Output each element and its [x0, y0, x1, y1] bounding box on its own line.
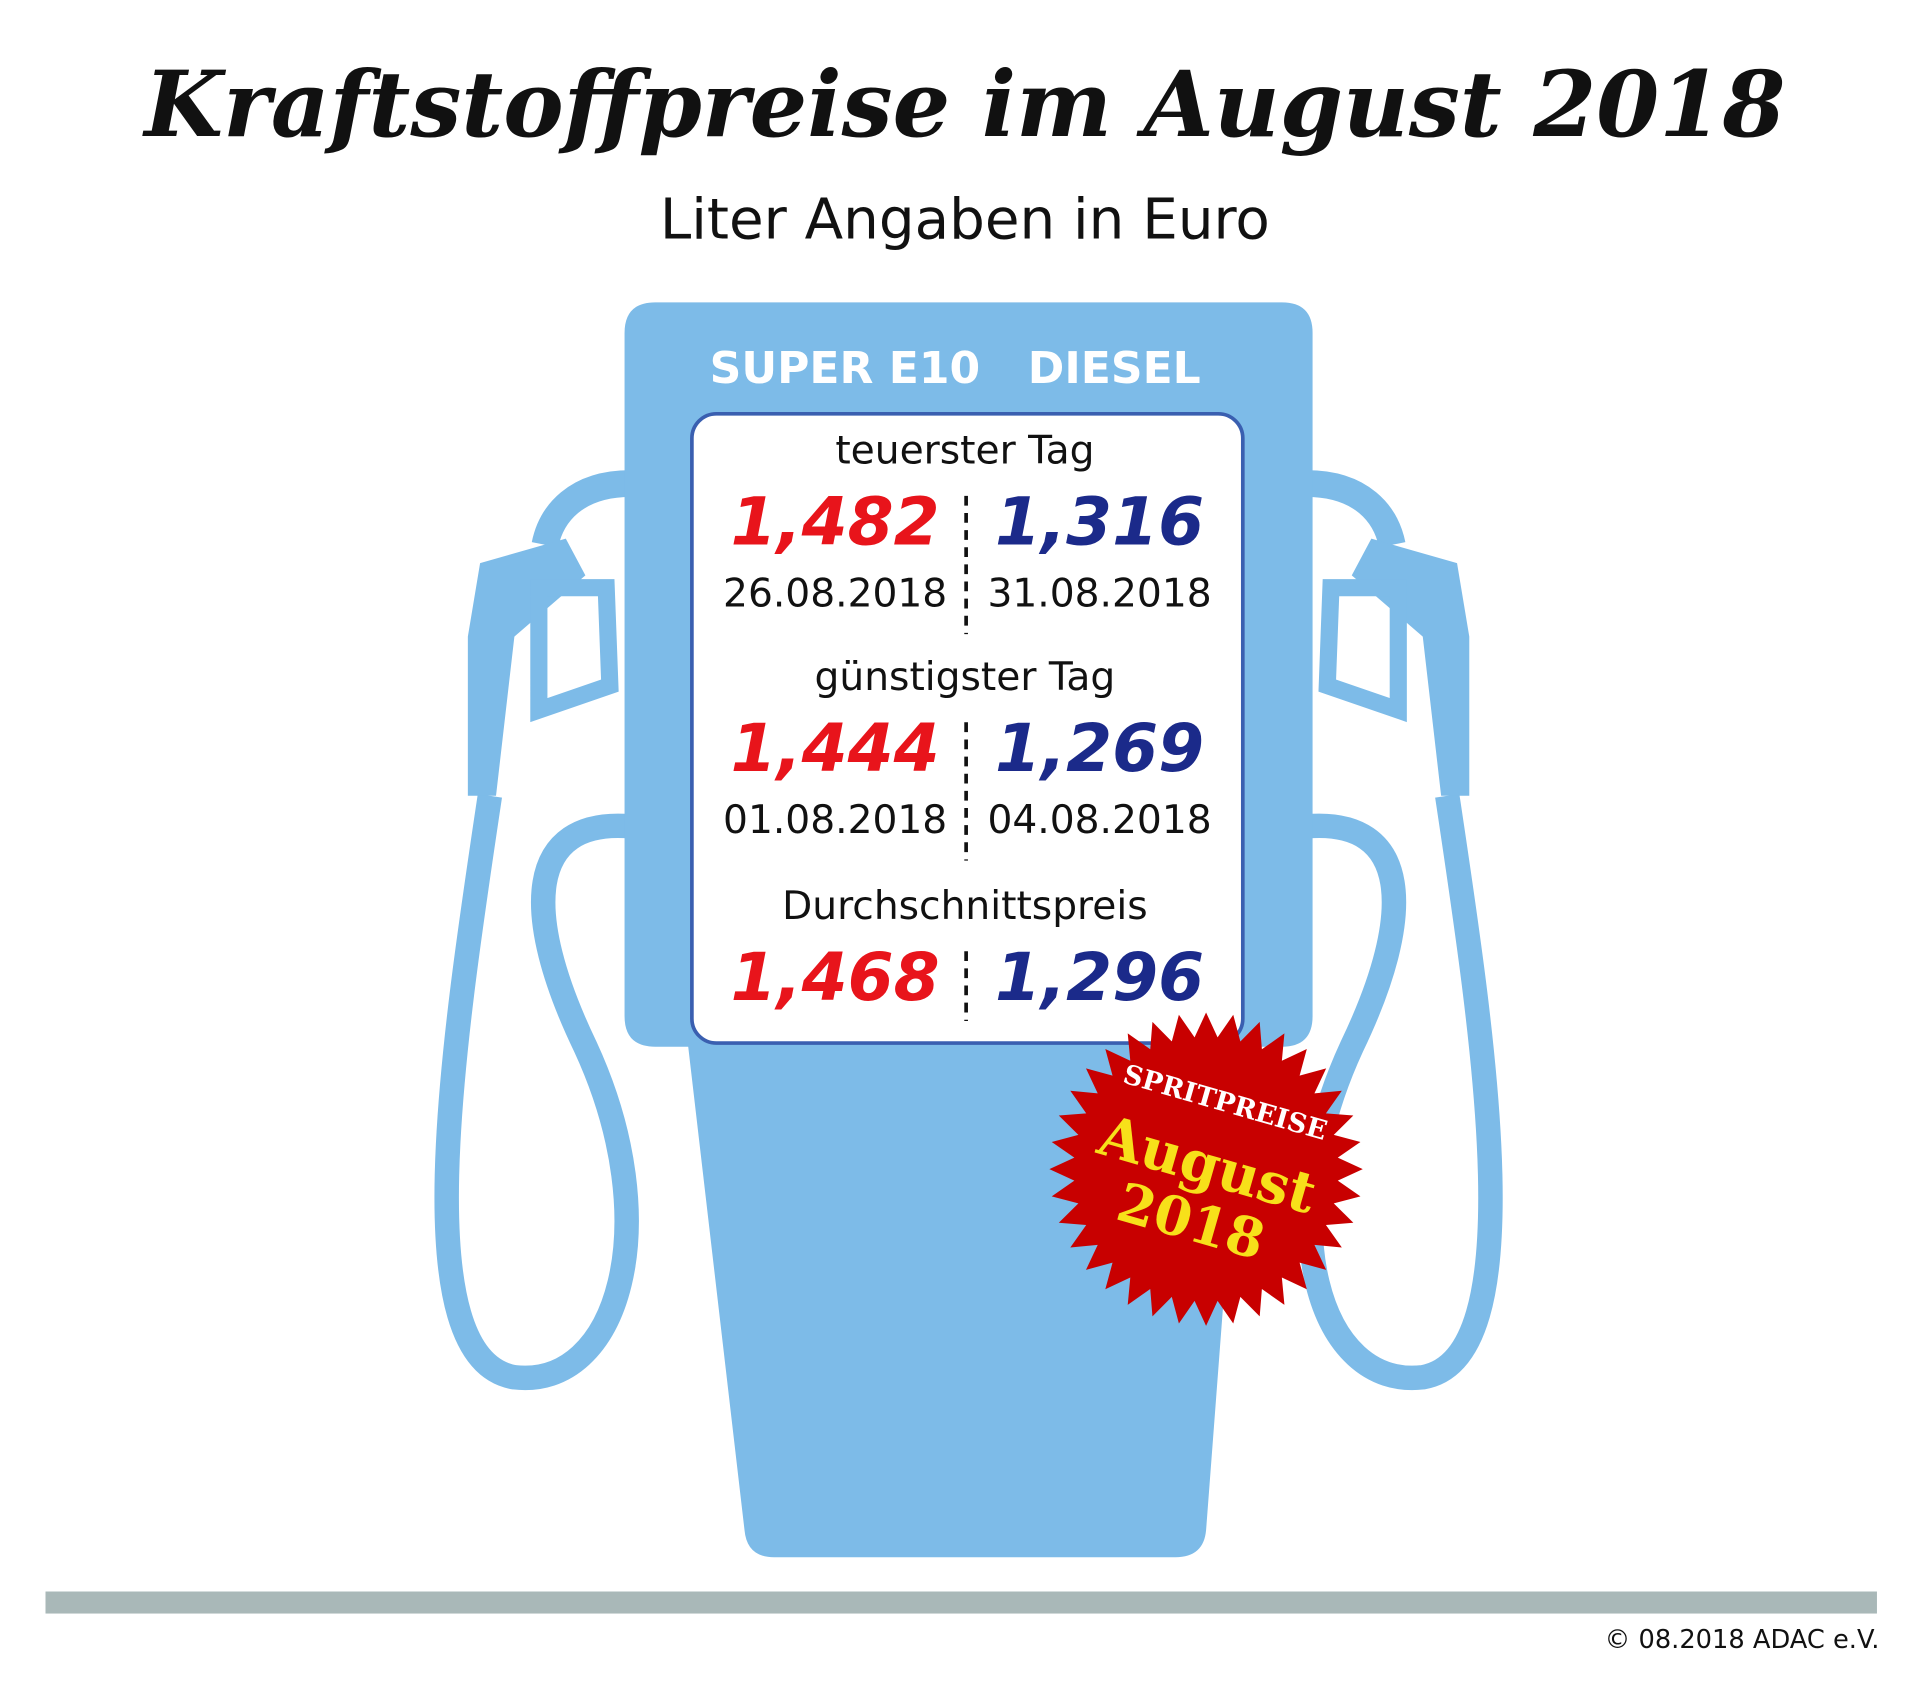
- column-header: DIESEL: [1028, 343, 1201, 394]
- price: 1,468: [731, 939, 940, 1016]
- left-hose: [434, 470, 639, 1391]
- starburst: [1049, 1012, 1363, 1326]
- subtitle: Liter Angaben in Euro: [660, 187, 1270, 252]
- date: 01.08.2018: [723, 798, 947, 843]
- section-label: teuerster Tag: [835, 428, 1094, 473]
- footer-bar: [45, 1591, 1877, 1614]
- price: 1,316: [995, 483, 1204, 560]
- price: 1,444: [731, 710, 940, 787]
- column-header: SUPER E10: [710, 343, 981, 394]
- right-hose: [1298, 470, 1503, 1391]
- price: 1,296: [995, 939, 1204, 1016]
- price: 1,269: [995, 710, 1204, 787]
- price: 1,482: [731, 483, 940, 560]
- section-label: Durchschnittspreis: [782, 884, 1148, 929]
- hoses: [434, 470, 1503, 1391]
- footer: © 08.2018 ADAC e.V.: [1605, 1625, 1880, 1655]
- sections: teuerster Tag 1,482 1,316 26.08.2018 31.08.2…: [723, 428, 1212, 1022]
- date: 04.08.2018: [987, 798, 1211, 843]
- date: 26.08.2018: [723, 572, 947, 617]
- section-label: günstigster Tag: [815, 655, 1116, 700]
- date: 31.08.2018: [987, 572, 1211, 617]
- title: Kraftstoffpreise im August 2018: [141, 52, 1785, 158]
